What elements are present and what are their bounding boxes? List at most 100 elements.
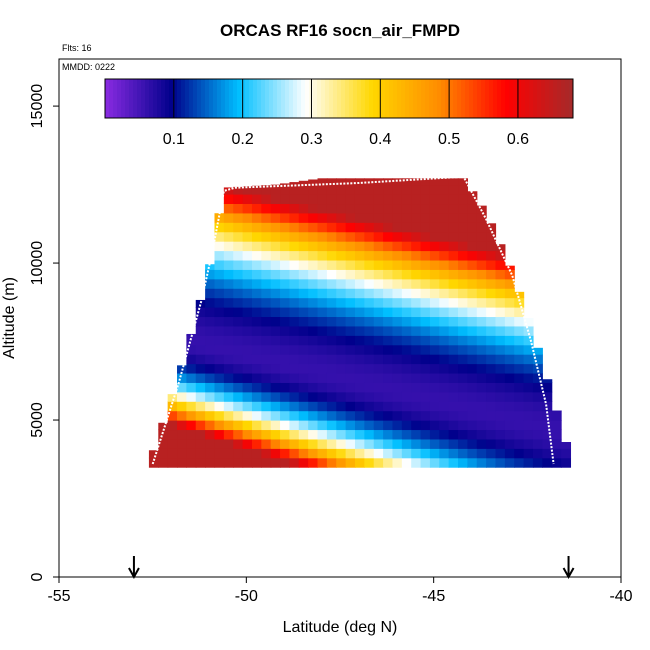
heatmap-cell <box>336 178 347 186</box>
heatmap-cell <box>177 448 187 459</box>
heatmap-cell <box>448 288 459 299</box>
heatmap-cell <box>448 259 459 270</box>
heatmap-cell <box>186 391 197 402</box>
heatmap-cell <box>345 316 356 327</box>
heatmap-field <box>148 178 572 468</box>
colorbar-strip <box>545 79 550 118</box>
heatmap-cell <box>214 410 225 421</box>
heatmap-cell <box>289 231 300 242</box>
heatmap-cell <box>401 269 412 280</box>
heatmap-cell <box>504 344 515 355</box>
heatmap-cell <box>373 325 384 336</box>
heatmap-cell <box>448 231 459 242</box>
heatmap-cell <box>223 250 234 261</box>
heatmap-cell <box>448 297 459 308</box>
heatmap-cell <box>439 203 450 214</box>
heatmap-cell <box>458 354 468 365</box>
heatmap-cell <box>326 420 337 431</box>
heatmap-cell <box>261 420 272 431</box>
colorbar-strip <box>569 79 574 118</box>
heatmap-cell <box>373 269 384 280</box>
heatmap-cell <box>411 307 422 318</box>
heatmap-cell <box>177 429 187 440</box>
heatmap-cell <box>308 212 319 223</box>
heatmap-cell <box>158 457 169 468</box>
heatmap-cell <box>364 184 375 195</box>
heatmap-cell <box>383 259 394 270</box>
colorbar-strip <box>489 79 494 118</box>
heatmap-cell <box>448 212 459 223</box>
heatmap-cell <box>401 382 412 393</box>
flight-track-line <box>151 175 555 465</box>
heatmap-cell <box>251 391 262 402</box>
heatmap-cell <box>504 316 515 327</box>
heatmap-cell <box>317 297 328 308</box>
heatmap-cell <box>392 297 403 308</box>
heatmap-cell <box>458 193 468 205</box>
heatmap-cell <box>148 450 159 459</box>
heatmap-cell <box>223 203 234 214</box>
heatmap-cell <box>354 178 365 186</box>
colorbar-strip <box>169 79 174 118</box>
colorbar-strip <box>397 79 402 118</box>
heatmap-cell <box>326 344 337 355</box>
colorbar-strip <box>177 79 182 118</box>
colorbar-strip <box>269 79 274 118</box>
heatmap-cell <box>392 288 403 299</box>
heatmap-cell <box>495 382 506 393</box>
heatmap-cell <box>514 325 525 336</box>
heatmap-cell <box>458 307 468 318</box>
heatmap-cell <box>364 363 375 374</box>
heatmap-cell <box>336 193 347 205</box>
heatmap-cell <box>354 420 365 431</box>
heatmap-cell <box>280 457 291 468</box>
heatmap-cell <box>270 212 281 223</box>
heatmap-cell <box>495 259 506 270</box>
heatmap-cell <box>326 410 337 421</box>
heatmap-cell <box>542 382 553 393</box>
heatmap-cell <box>261 259 272 270</box>
heatmap-cell <box>326 212 337 223</box>
heatmap-cell <box>401 344 412 355</box>
heatmap-cell <box>242 335 253 346</box>
heatmap-cell <box>317 429 328 440</box>
heatmap-cell <box>251 448 262 459</box>
heatmap-cell <box>195 457 206 468</box>
heatmap-cell <box>326 457 337 468</box>
heatmap-cell <box>223 187 234 195</box>
colorbar-strip <box>517 79 522 118</box>
heatmap-cell <box>289 222 300 233</box>
colorbar-strip <box>133 79 138 118</box>
heatmap-cell <box>298 231 309 242</box>
heatmap-cell <box>373 457 384 468</box>
heatmap-cell <box>261 193 272 205</box>
heatmap-cell <box>373 391 384 402</box>
heatmap-cell <box>251 344 262 355</box>
heatmap-cell <box>523 382 534 393</box>
heatmap-cell <box>495 420 506 431</box>
heatmap-cell <box>280 401 291 412</box>
heatmap-cell <box>308 203 319 214</box>
heatmap-cell <box>458 420 468 431</box>
heatmap-cell <box>458 250 468 261</box>
heatmap-cell <box>223 391 234 402</box>
colorbar-strip <box>525 79 530 118</box>
heatmap-cell <box>223 231 234 242</box>
heatmap-cell <box>514 420 525 431</box>
heatmap-cell <box>326 448 337 459</box>
heatmap-cell <box>420 420 431 431</box>
colorbar-strip <box>193 79 198 118</box>
colorbar-strip <box>341 79 346 118</box>
heatmap-cell <box>298 363 309 374</box>
heatmap-cell <box>326 250 337 261</box>
heatmap-cell <box>383 178 394 186</box>
heatmap-cell <box>261 231 272 242</box>
heatmap-cell <box>261 438 272 449</box>
heatmap-cell <box>467 259 478 270</box>
heatmap-cell <box>504 448 515 459</box>
heatmap-cell <box>504 325 515 336</box>
heatmap-cell <box>308 372 319 383</box>
colorbar-strip <box>365 79 370 118</box>
heatmap-cell <box>383 307 394 318</box>
heatmap-cell <box>308 184 319 195</box>
